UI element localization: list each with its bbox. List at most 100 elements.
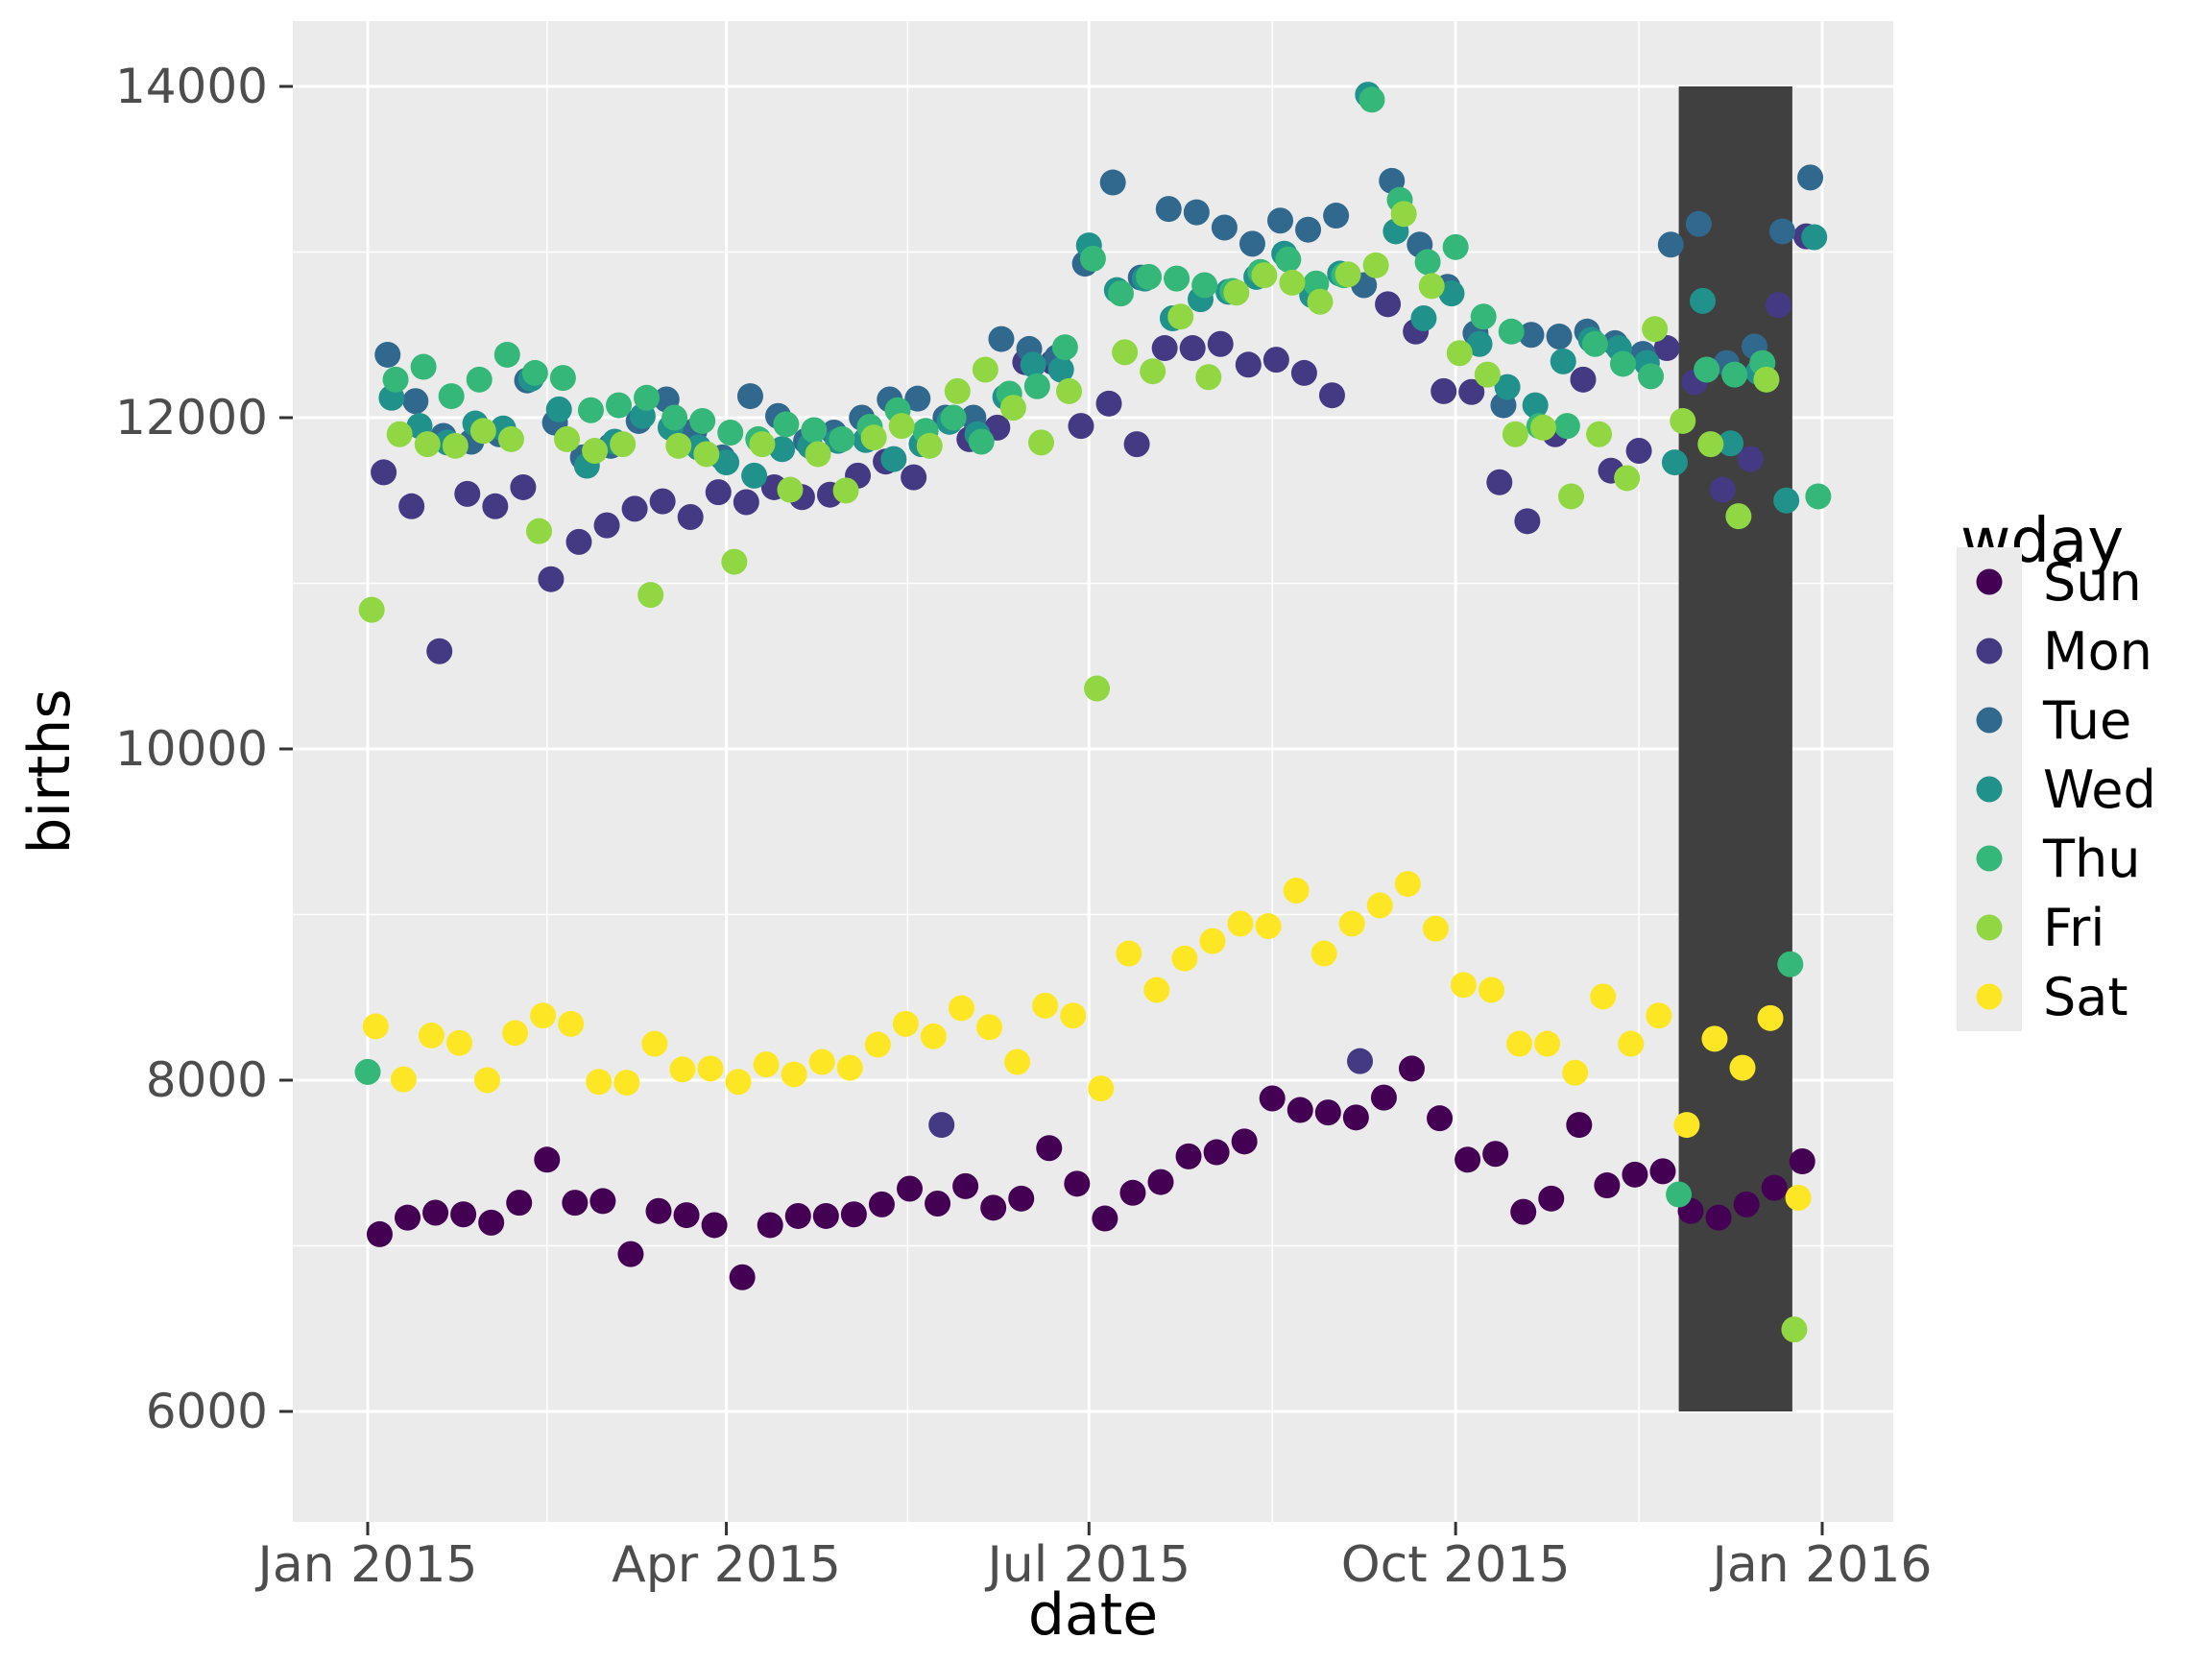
data-point-wed <box>713 449 740 476</box>
legend-dot-sun <box>1976 568 2003 595</box>
data-point-thu <box>521 359 548 386</box>
data-point-tue <box>736 383 763 410</box>
x-axis-title: date <box>1028 1581 1158 1649</box>
data-point-sun <box>812 1202 839 1229</box>
data-point-sat <box>1729 1054 1756 1081</box>
data-point-wed <box>1550 348 1576 374</box>
data-point-thu <box>968 428 995 455</box>
data-point-sat <box>558 1010 585 1037</box>
data-point-fri <box>497 425 524 452</box>
data-point-thu <box>1442 233 1469 260</box>
data-point-thu <box>1470 303 1497 330</box>
data-point-tue <box>1211 214 1238 241</box>
data-point-fri <box>414 431 441 458</box>
data-point-fri <box>442 432 469 459</box>
data-point-tue <box>1685 210 1712 237</box>
data-point-wed <box>1522 392 1549 419</box>
data-point-sun <box>1761 1174 1788 1201</box>
data-point-mon <box>1123 431 1150 458</box>
data-point-fri <box>1307 288 1334 315</box>
data-point-thu <box>1164 265 1190 292</box>
data-point-thu <box>410 353 437 380</box>
data-point-thu <box>382 366 409 393</box>
data-point-fri <box>554 425 581 452</box>
legend-dot-tue <box>1976 707 2003 734</box>
data-point-thu <box>605 392 632 419</box>
x-tick-label: Jan 2015 <box>254 1536 477 1594</box>
data-point-sun <box>562 1190 589 1217</box>
data-point-sun <box>980 1194 1007 1221</box>
data-point-sun <box>784 1202 811 1229</box>
data-point-mon <box>1737 446 1764 472</box>
data-point-sun <box>1733 1191 1760 1217</box>
data-point-sun <box>1398 1055 1425 1082</box>
data-point-tue <box>1768 218 1795 245</box>
data-point-thu <box>940 404 967 431</box>
data-point-fri <box>1279 269 1306 296</box>
data-point-tue <box>1518 322 1545 349</box>
data-point-thu <box>1051 334 1078 361</box>
data-point-sat <box>1032 992 1059 1019</box>
data-point-sat <box>445 1029 472 1056</box>
data-point-sat <box>725 1069 752 1096</box>
data-point-sat <box>864 1031 891 1058</box>
data-point-wed <box>1410 305 1437 331</box>
data-point-tue <box>1797 164 1824 191</box>
data-point-mon <box>621 495 648 522</box>
data-point-wed <box>1494 374 1521 400</box>
data-point-fri <box>832 477 859 504</box>
data-point-tue <box>402 388 429 415</box>
data-point-wed <box>769 436 796 463</box>
data-point-sun <box>1427 1105 1454 1132</box>
data-point-mon <box>454 480 481 507</box>
y-tick-label: 14000 <box>115 59 268 114</box>
data-point-sat <box>1422 915 1449 942</box>
data-point-mon <box>649 488 676 515</box>
data-point-sun <box>589 1188 616 1215</box>
data-point-mon <box>1458 378 1485 405</box>
data-point-thu <box>1191 272 1218 299</box>
data-point-sat <box>1757 1004 1784 1031</box>
data-point-sat <box>892 1010 919 1037</box>
data-point-mon <box>565 528 592 555</box>
data-point-sun <box>534 1146 561 1173</box>
data-point-thu <box>773 411 800 438</box>
data-point-fri <box>1084 675 1111 702</box>
data-point-sat <box>1646 1002 1672 1029</box>
data-point-sun <box>1064 1170 1091 1197</box>
data-point-sat <box>836 1054 863 1081</box>
data-point-wed <box>880 446 907 472</box>
data-point-sun <box>925 1191 951 1217</box>
data-point-sat <box>502 1020 529 1047</box>
data-point-mon <box>1653 335 1680 362</box>
data-point-thu <box>493 341 520 368</box>
data-point-mon <box>371 459 397 486</box>
data-point-thu <box>577 397 604 423</box>
data-point-thu <box>438 383 465 410</box>
data-point-mon <box>593 512 620 539</box>
data-point-mon <box>1262 347 1289 374</box>
data-point-sun <box>1119 1179 1146 1206</box>
data-point-mon <box>398 493 425 519</box>
legend-dot-sat <box>1976 983 2003 1010</box>
data-point-thu <box>717 420 744 446</box>
data-point-tue <box>1546 323 1573 349</box>
data-point-wed <box>545 396 572 422</box>
data-point-fri <box>1362 252 1389 278</box>
data-point-mon <box>677 504 704 530</box>
data-point-sun <box>617 1241 644 1267</box>
data-point-wed <box>1661 449 1688 476</box>
data-point-mon <box>1765 292 1791 319</box>
data-point-sun <box>701 1212 728 1239</box>
data-point-tue <box>1295 216 1322 243</box>
points-layer <box>354 82 1832 1343</box>
data-point-tue <box>904 385 931 412</box>
data-point-fri <box>1781 1316 1808 1343</box>
data-point-thu <box>1721 361 1748 388</box>
data-point-sat <box>1227 910 1254 937</box>
data-point-fri <box>972 356 998 383</box>
data-point-thu <box>1777 951 1804 977</box>
data-point-tue <box>1155 196 1182 223</box>
data-point-fri <box>805 441 831 468</box>
